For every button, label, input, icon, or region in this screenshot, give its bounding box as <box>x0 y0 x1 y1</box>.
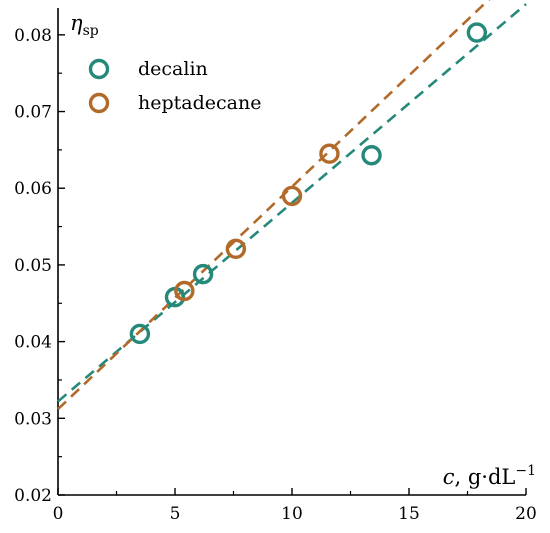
legend-marker-decalin <box>88 58 110 80</box>
y-axis-title: ηsp <box>70 11 99 39</box>
legend-label-decalin: decalin <box>138 58 208 80</box>
y-axis-symbol: η <box>70 11 83 35</box>
y-axis-subscript: sp <box>83 23 99 39</box>
y-tick-label: 0.08 <box>14 26 52 46</box>
y-tick-label: 0.03 <box>14 409 52 429</box>
axes: 0 5 10 15 20 0.02 0.03 0.04 0.05 0.06 0.07 0.08 <box>14 8 537 524</box>
x-tick-label: 10 <box>281 504 303 524</box>
x-axis-title: c, g·dL−1 <box>443 463 536 489</box>
axis-labels: ηsp c, g·dL−1 <box>70 11 536 489</box>
data-point-heptadecane <box>225 238 247 260</box>
x-axis-units: , g·dL <box>455 465 516 489</box>
data-point-heptadecane <box>281 185 303 207</box>
x-tick-label: 5 <box>170 504 181 524</box>
data-point-heptadecane <box>174 280 195 302</box>
x-axis-exponent: −1 <box>515 463 536 479</box>
legend-label-heptadecane: heptadecane <box>138 92 261 114</box>
fit-line-heptadecane <box>57 0 491 411</box>
data-point-decalin <box>466 22 488 43</box>
data-point-decalin <box>192 263 214 285</box>
y-tick-label: 0.04 <box>14 333 52 353</box>
y-tick-label: 0.07 <box>14 103 52 123</box>
y-tick-label: 0.06 <box>14 179 52 199</box>
x-tick-label: 15 <box>398 504 420 524</box>
x-tick-label: 20 <box>515 504 537 524</box>
x-tick-label: 0 <box>53 504 64 524</box>
data-point-heptadecane <box>319 143 340 164</box>
legend-marker-heptadecane <box>88 92 110 114</box>
x-axis-symbol: c <box>443 465 455 489</box>
data-point-decalin <box>361 145 382 166</box>
legend: decalin heptadecane <box>88 58 261 114</box>
y-tick-label: 0.05 <box>14 256 52 276</box>
y-tick-label: 0.02 <box>14 486 52 506</box>
data-points <box>129 22 488 345</box>
data-point-decalin <box>129 323 151 345</box>
